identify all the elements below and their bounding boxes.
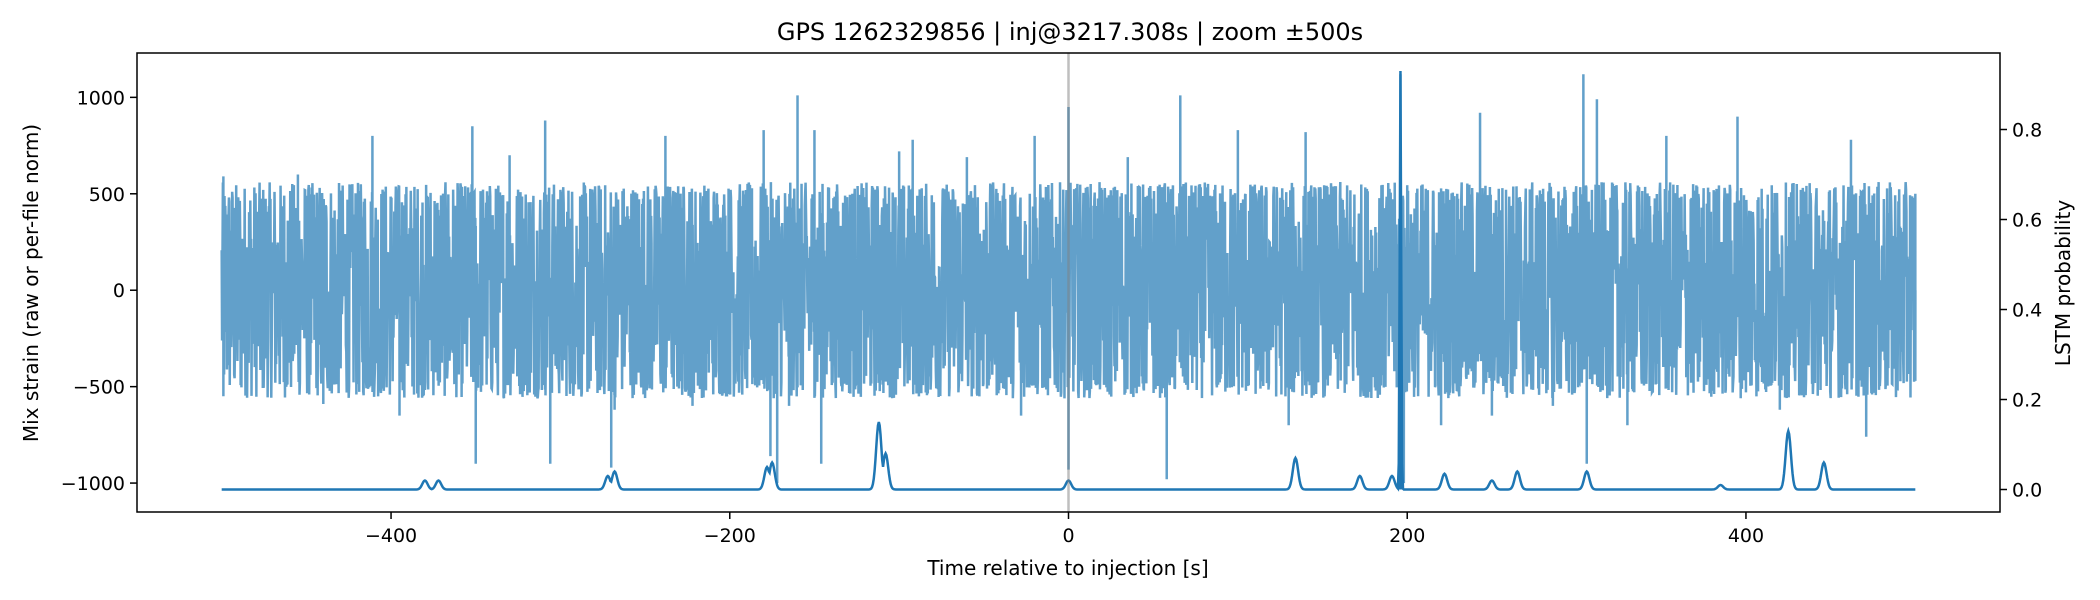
x-tick-label: −400 [365,525,417,547]
left-y-tick-label: 500 [89,184,125,206]
right-y-tick-label: 0.6 [2012,210,2042,232]
x-tick-label: 0 [1062,525,1074,547]
chart-title: GPS 1262329856 | inj@3217.308s | zoom ±5… [777,18,1363,46]
x-tick-label: 200 [1389,525,1425,547]
x-axis: −400 −200 0 200 400 [365,512,1764,547]
left-y-tick-label: 0 [113,280,125,302]
right-y-tick-label: 0.2 [2012,390,2042,412]
left-y-tick-label: 1000 [77,87,125,109]
right-y-tick-label: 0.4 [2012,300,2042,322]
left-y-axis: −1000 −500 0 500 1000 [61,87,137,495]
left-y-tick-label: −1000 [61,473,125,495]
right-y-tick-label: 0.0 [2012,480,2042,502]
x-axis-label: Time relative to injection [s] [926,556,1208,580]
right-y-axis-label: LSTM probability [2051,200,2075,367]
x-tick-label: 400 [1728,525,1764,547]
right-y-tick-label: 0.8 [2012,120,2042,142]
left-y-axis-label: Mix strain (raw or per-file norm) [19,124,43,442]
left-y-tick-label: −500 [73,377,125,399]
right-y-axis: 0.0 0.2 0.4 0.6 0.8 [2000,120,2042,502]
x-tick-label: −200 [704,525,756,547]
